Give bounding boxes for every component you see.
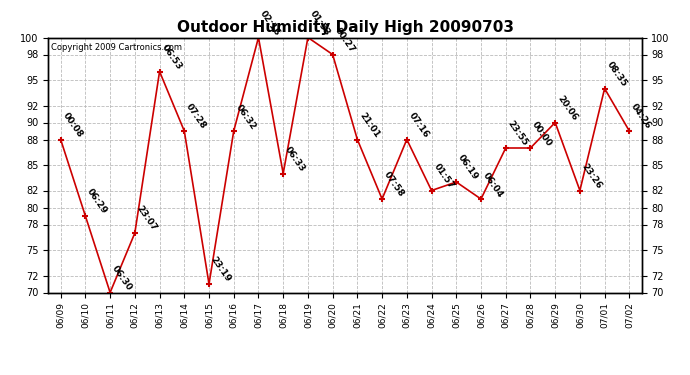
Text: 01:53: 01:53: [308, 9, 332, 38]
Text: 06:30: 06:30: [110, 264, 134, 292]
Text: 04:26: 04:26: [629, 102, 653, 131]
Text: 08:35: 08:35: [604, 60, 629, 88]
Text: 06:19: 06:19: [456, 153, 480, 182]
Text: 07:16: 07:16: [407, 111, 431, 140]
Text: 02:16: 02:16: [259, 9, 282, 38]
Text: 23:07: 23:07: [135, 204, 159, 233]
Text: 23:55: 23:55: [506, 119, 529, 148]
Text: 06:53: 06:53: [159, 43, 184, 72]
Text: 06:33: 06:33: [283, 145, 307, 174]
Text: Copyright 2009 Cartronics.com: Copyright 2009 Cartronics.com: [51, 43, 182, 52]
Text: 00:08: 00:08: [61, 111, 84, 140]
Title: Outdoor Humidity Daily High 20090703: Outdoor Humidity Daily High 20090703: [177, 20, 513, 35]
Text: 06:32: 06:32: [234, 102, 257, 131]
Text: 21:01: 21:01: [357, 111, 381, 140]
Text: 00:27: 00:27: [333, 26, 356, 54]
Text: 07:58: 07:58: [382, 170, 406, 199]
Text: 07:28: 07:28: [184, 102, 208, 131]
Text: 01:57: 01:57: [431, 162, 455, 190]
Text: 00:00: 00:00: [531, 120, 554, 148]
Text: 20:06: 20:06: [555, 94, 579, 123]
Text: 23:26: 23:26: [580, 162, 604, 190]
Text: 06:29: 06:29: [86, 188, 109, 216]
Text: 06:04: 06:04: [481, 171, 504, 199]
Text: 23:19: 23:19: [209, 255, 233, 284]
